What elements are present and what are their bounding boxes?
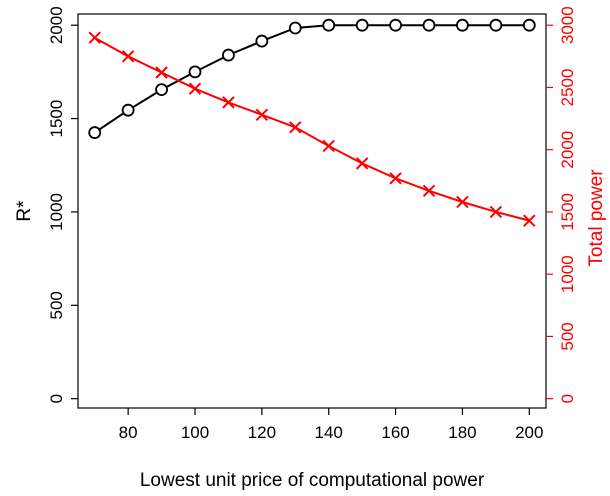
y-left-tick-label: 500 [47, 291, 66, 319]
x-axis-title: Lowest unit price of computational power [140, 470, 485, 491]
x-axis: 80 100 120 140 160 180 200 [119, 408, 543, 442]
series-layer [88, 18, 536, 227]
x-tick-label: 100 [181, 423, 209, 442]
total-power-series-point [155, 66, 168, 79]
r-star-series-point [322, 18, 336, 32]
x-tick-label: 120 [248, 423, 276, 442]
r-star-series-point [389, 18, 402, 32]
x-tick-label: 140 [315, 423, 343, 442]
y-right-tick-label: 500 [558, 322, 577, 350]
y-axis-right: 0 500 1000 1500 2000 2500 3000 [546, 6, 577, 403]
y-left-tick-label: 0 [47, 394, 66, 403]
y-left-tick-label: 1000 [47, 193, 66, 231]
total-power-series-point [222, 96, 235, 109]
y-axis-left: 0 500 1000 1500 2000 [47, 6, 78, 403]
y-right-tick-label: 2000 [558, 131, 577, 169]
r-star-series-point [255, 34, 269, 48]
r-star-series-point [522, 18, 536, 32]
r-star-series-point [355, 18, 369, 32]
r-star-series-point [222, 48, 235, 62]
r-star-series-point [288, 21, 302, 35]
y-right-tick-label: 3000 [558, 6, 577, 44]
r-star-series-point [88, 126, 102, 139]
total-power-series-point [523, 214, 536, 227]
total-power-series-point [355, 157, 369, 170]
plot-frame [77, 13, 547, 409]
x-tick-label: 200 [515, 423, 543, 442]
x-tick-label: 160 [381, 423, 409, 442]
y-right-tick-label: 1500 [558, 193, 577, 231]
total-power-series-point [255, 108, 269, 122]
y-right-tick-label: 2500 [558, 69, 577, 107]
y-right-tick-label: 1000 [558, 255, 577, 293]
total-power-series-line [94, 36, 530, 222]
total-power-series-point [389, 172, 402, 185]
total-power-series-point [188, 82, 202, 95]
total-power-series-point [289, 121, 302, 134]
total-power-series-point [456, 195, 469, 209]
y-axis-left-title: R* [14, 200, 35, 222]
r-star-series-point [422, 18, 436, 32]
y-right-tick-label: 0 [558, 394, 577, 403]
total-power-series-point [322, 139, 335, 153]
r-star-series-point [456, 18, 469, 32]
r-star-series-point [155, 83, 168, 97]
r-star-series-line [94, 24, 530, 134]
total-power-series-point [422, 184, 436, 197]
total-power-series-point [88, 31, 101, 44]
r-star-series-point [489, 18, 503, 32]
x-tick-label: 180 [448, 423, 476, 442]
total-power-series-point [121, 50, 135, 63]
y-left-tick-label: 2000 [47, 6, 66, 44]
y-axis-right-title: Total power [586, 169, 607, 267]
r-star-series-point [121, 103, 135, 117]
y-left-tick-label: 1500 [47, 100, 66, 138]
x-tick-label: 80 [119, 423, 138, 442]
total-power-series-point [489, 205, 503, 219]
r-star-series-point [188, 65, 202, 79]
